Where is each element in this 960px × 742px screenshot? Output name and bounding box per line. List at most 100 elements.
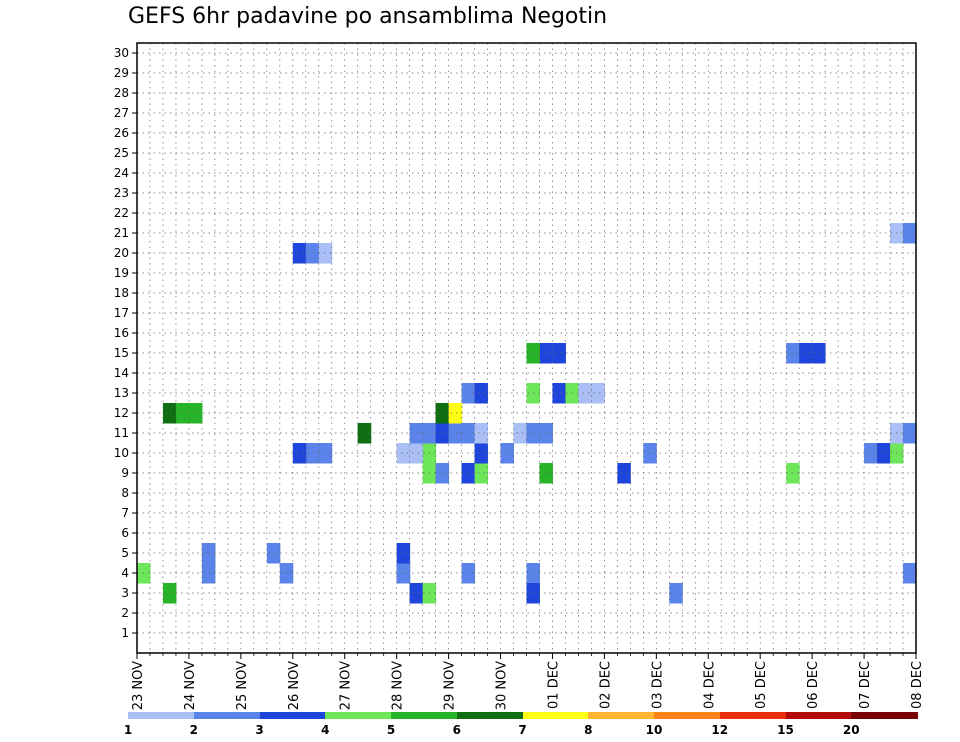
y-tick-label: 18 <box>114 286 129 300</box>
heatmap-cell <box>513 423 527 444</box>
heatmap-cell <box>188 403 203 424</box>
y-tick-label: 28 <box>114 86 129 100</box>
x-tick-label: 25 NOV <box>235 661 250 710</box>
heatmap-cell <box>474 463 489 484</box>
x-tick-label: 24 NOV <box>183 661 198 710</box>
heatmap-cell <box>500 443 515 464</box>
y-tick-label: 14 <box>114 366 129 380</box>
y-tick-label: 12 <box>114 406 129 420</box>
y-tick-label: 3 <box>121 586 129 600</box>
y-tick-label: 1 <box>121 626 129 640</box>
x-tick-label: 01 DEC <box>546 661 561 709</box>
x-tick-label: 06 DEC <box>806 661 821 709</box>
y-tick-label: 7 <box>121 506 129 520</box>
y-tick-label: 16 <box>114 326 129 340</box>
heatmap-cell <box>292 443 307 464</box>
heatmap-cell <box>474 443 489 464</box>
heatmap-cell <box>552 343 566 364</box>
heatmap-cell <box>643 443 657 464</box>
colorbar-swatch <box>851 712 918 719</box>
y-tick-label: 5 <box>121 546 129 560</box>
heatmap-cell <box>474 383 489 404</box>
x-tick-label: 29 NOV <box>443 661 458 710</box>
y-tick-label: 22 <box>114 206 129 220</box>
y-tick-label: 20 <box>114 246 129 260</box>
y-tick-label: 25 <box>114 146 129 160</box>
heatmap-cell <box>162 403 177 424</box>
y-tick-label: 19 <box>114 266 129 280</box>
x-tick-label: 07 DEC <box>858 661 873 709</box>
heatmap-cell <box>617 463 631 484</box>
y-tick-label: 24 <box>114 166 129 180</box>
heatmap-cell <box>539 463 553 484</box>
y-tick-label: 13 <box>114 386 129 400</box>
y-tick-label: 17 <box>114 306 129 320</box>
colorbar-swatch <box>456 712 523 719</box>
heatmap-cell <box>409 583 424 604</box>
colorbar-label: 5 <box>386 723 396 737</box>
heatmap-cell <box>539 423 553 444</box>
heatmap-cell <box>552 383 566 404</box>
x-tick-label: 08 DEC <box>910 661 925 709</box>
colorbar-label: 8 <box>584 723 593 737</box>
heatmap-cell <box>812 343 826 364</box>
heatmap-cell <box>903 423 917 444</box>
x-tick-label: 30 NOV <box>495 661 510 710</box>
colorbar-swatch <box>193 712 260 719</box>
y-tick-label: 15 <box>114 346 129 360</box>
y-tick-label: 23 <box>114 186 129 200</box>
heatmap-cell <box>448 423 463 444</box>
colorbar-label: 4 <box>321 723 330 737</box>
colorbar-label: 12 <box>711 723 729 737</box>
y-tick-label: 11 <box>114 426 129 440</box>
colorbar-label: 6 <box>452 723 461 737</box>
heatmap-cell <box>799 343 813 364</box>
colorbar-swatch <box>128 712 195 719</box>
heatmap-cell <box>162 583 177 604</box>
heatmap-cell <box>539 343 553 364</box>
y-tick-label: 21 <box>114 226 129 240</box>
colorbar-swatch <box>325 712 392 719</box>
colorbar-label: 2 <box>189 723 198 737</box>
colorbar-swatch <box>719 712 786 719</box>
heatmap-cell <box>396 543 411 564</box>
colorbar-label: 1 <box>123 723 133 737</box>
heatmap-cell <box>435 463 450 484</box>
colorbar-label: 7 <box>518 723 527 737</box>
heatmap-cell <box>396 443 411 464</box>
y-tick-label: 2 <box>121 606 129 620</box>
heatmap-cell <box>474 423 489 444</box>
chart-title: GEFS 6hr padavine po ansamblima Negotin <box>128 4 608 29</box>
colorbar-label: 20 <box>842 723 860 737</box>
y-tick-label: 9 <box>121 466 129 480</box>
heatmap-cell <box>305 443 320 464</box>
x-tick-label: 27 NOV <box>339 661 354 710</box>
colorbar-swatch <box>391 712 458 719</box>
y-tick-label: 10 <box>114 446 129 460</box>
y-tick-label: 4 <box>121 566 129 580</box>
y-tick-label: 30 <box>114 46 129 60</box>
y-tick-label: 26 <box>114 126 129 140</box>
colorbar-swatch <box>259 712 326 719</box>
y-tick-label: 29 <box>114 66 129 80</box>
heatmap-cell <box>409 443 424 464</box>
colorbar-label: 15 <box>777 723 794 737</box>
heatmap-cell <box>435 403 450 424</box>
heatmap-cell <box>448 403 463 424</box>
heatmap-cell <box>305 243 320 264</box>
x-tick-label: 23 NOV <box>131 661 146 710</box>
y-tick-label: 6 <box>121 526 129 540</box>
x-tick-label: 26 NOV <box>287 661 302 710</box>
heatmap-cell <box>578 383 592 404</box>
heatmap-cell <box>864 443 878 464</box>
heatmap-cell <box>357 423 372 444</box>
heatmap-cell <box>877 443 891 464</box>
heatmap-cell <box>292 243 307 264</box>
heatmap-cell <box>409 423 424 444</box>
heatmap-cell <box>435 423 450 444</box>
heatmap-cell <box>318 243 333 264</box>
heatmap-cell <box>396 563 411 584</box>
colorbar-swatch <box>654 712 721 719</box>
colorbar-label: 10 <box>645 723 663 737</box>
heatmap-cell <box>903 223 917 244</box>
